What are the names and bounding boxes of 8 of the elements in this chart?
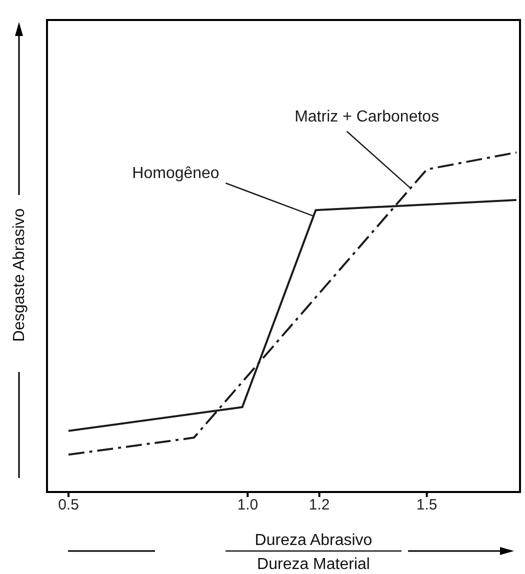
- text: Matriz + Carbonetos: [294, 108, 440, 126]
- x-tick-label: 1.2: [308, 496, 330, 514]
- text: Homogêneo: [132, 165, 220, 182]
- x-axis-title: Dureza Abrasivo Dureza Material: [254, 532, 372, 573]
- y-axis-title: Desgaste Abrasivo: [11, 208, 28, 342]
- x-tick-label: 0.5: [58, 496, 79, 514]
- x-tick-label: 1.0: [237, 496, 258, 514]
- x-tick-label: 1.5: [416, 496, 438, 514]
